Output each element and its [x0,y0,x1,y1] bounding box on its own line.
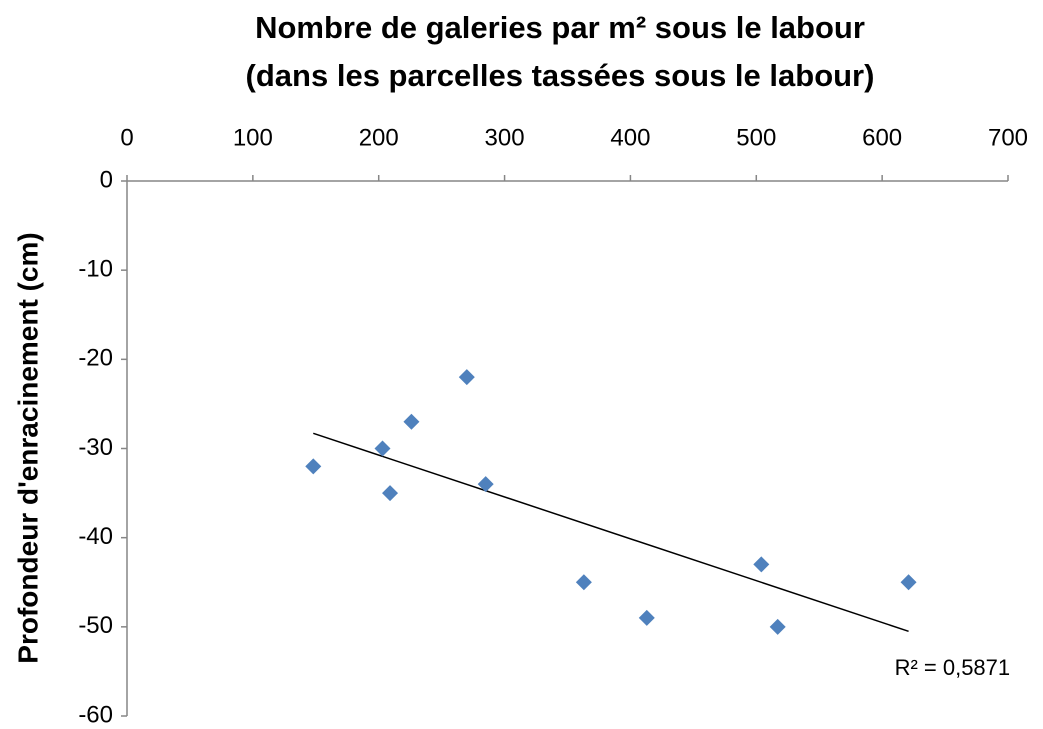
point [769,618,786,635]
y-tick-label: -10 [78,256,113,283]
point [477,476,494,493]
x-tick-label: 400 [610,124,650,151]
x-tick-label: 700 [988,124,1028,151]
trendline-label: R² = 0,5871 [895,655,1011,680]
point [382,485,399,502]
trendline [313,432,909,633]
point [305,458,322,475]
point [575,574,592,591]
y-tick-label: -20 [78,345,113,372]
y-tick-label: 0 [100,166,113,193]
chart-title: Nombre de galeries par m² sous le labour [255,10,865,45]
chart-subtitle: (dans les parcelles tassées sous le labo… [246,58,875,93]
x-tick-label: 600 [862,124,902,151]
y-tick-label: -50 [78,612,113,639]
point [900,574,917,591]
point [458,369,475,386]
x-tick-label: 100 [233,124,273,151]
y-tick-label: -30 [78,434,113,461]
x-tick-label: 500 [736,124,776,151]
x-tick-label: 300 [485,124,525,151]
x-tick-label: 0 [120,124,133,151]
x-tick-label: 200 [359,124,399,151]
y-tick-label: -60 [78,701,113,728]
point [638,609,655,626]
point [374,440,391,457]
y-axis-label: Profondeur d'enracinement (cm) [12,232,43,663]
point [403,413,420,430]
y-tick-label: -40 [78,523,113,550]
point [753,556,770,573]
